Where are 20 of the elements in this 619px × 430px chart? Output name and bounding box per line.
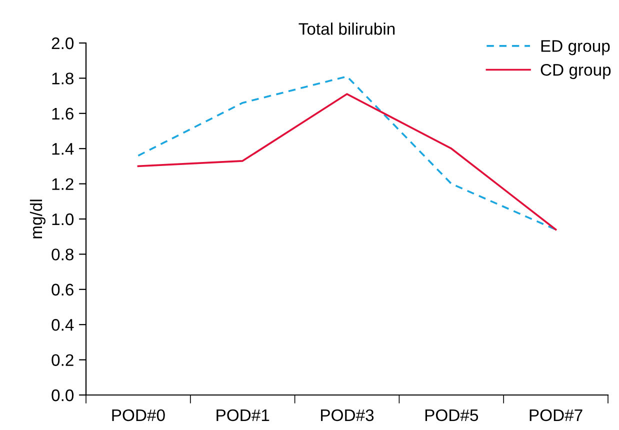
y-tick-label: 0.0 xyxy=(52,389,74,402)
x-tick-label: POD#5 xyxy=(425,409,478,422)
x-tick-label: POD#3 xyxy=(321,409,374,422)
x-tick-label: POD#0 xyxy=(112,409,165,422)
y-tick-label: 1.2 xyxy=(52,178,74,190)
y-tick-label: 0.2 xyxy=(52,354,74,366)
legend-label: CD group xyxy=(540,64,611,80)
chart-title: Total bilirubin xyxy=(298,22,395,35)
y-tick-label: 2.0 xyxy=(52,37,74,50)
y-axis-title: mg/dl xyxy=(30,200,46,238)
y-tick-label: 1.4 xyxy=(52,143,74,155)
y-tick-label: 1.6 xyxy=(52,108,74,120)
y-tick-label: 0.6 xyxy=(52,284,74,296)
x-tick-label: POD#7 xyxy=(530,409,582,422)
legend-label: ED group xyxy=(541,40,610,56)
y-tick-label: 1.8 xyxy=(52,72,74,84)
y-tick-label: 1.0 xyxy=(52,213,74,226)
y-tick-label: 0.8 xyxy=(52,248,74,260)
x-tick-label: POD#1 xyxy=(216,409,270,422)
y-tick-label: 0.4 xyxy=(52,319,74,331)
